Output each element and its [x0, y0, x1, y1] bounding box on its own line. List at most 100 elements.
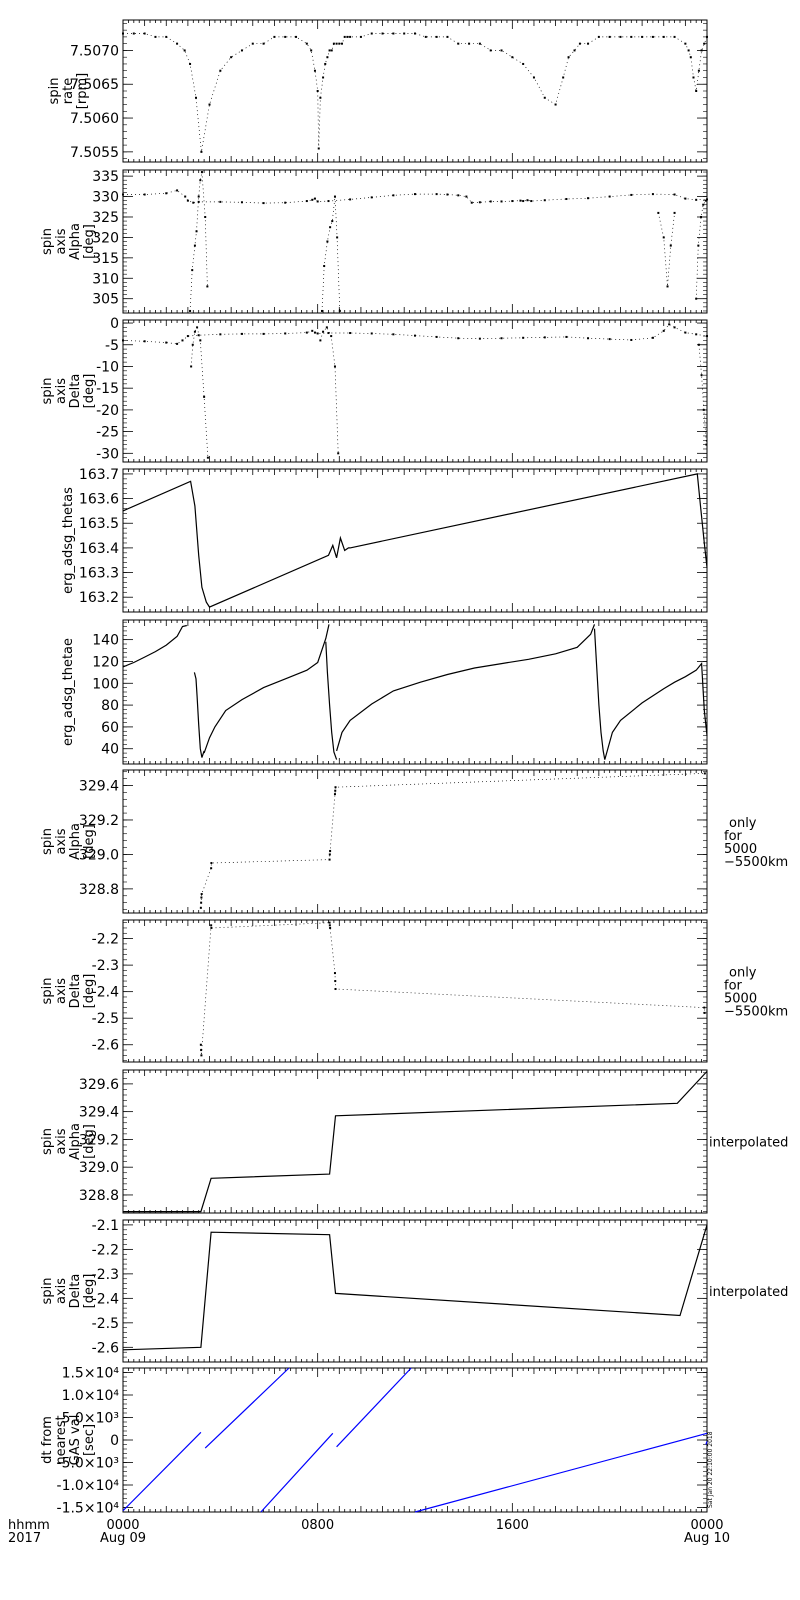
data-point — [346, 35, 349, 38]
x-tick-label: 0000 — [106, 1518, 139, 1533]
data-point — [200, 896, 203, 899]
data-point — [338, 42, 341, 45]
data-point — [704, 199, 707, 202]
data-point — [392, 32, 395, 35]
data-point — [197, 334, 200, 337]
data-point — [662, 329, 665, 332]
data-point — [332, 42, 335, 45]
data-point — [200, 1054, 203, 1057]
series-line — [122, 473, 708, 608]
series-line — [260, 1432, 334, 1513]
data-point — [311, 198, 314, 201]
data-point — [470, 201, 473, 204]
data-point — [435, 35, 438, 38]
y-axis-label: spinaxisDelta[deg] — [40, 1274, 97, 1309]
y-tick-label: 0 — [110, 316, 119, 332]
data-point — [567, 56, 570, 59]
series-trace — [200, 773, 705, 908]
data-point — [273, 35, 276, 38]
data-point — [446, 193, 449, 196]
data-point — [662, 236, 665, 239]
data-point — [630, 35, 633, 38]
data-point — [543, 336, 546, 339]
y-axis-label-line: [deg] — [82, 224, 97, 259]
series-trace — [320, 326, 339, 454]
data-point — [219, 69, 222, 72]
y-tick-label: -30 — [96, 446, 119, 462]
y-tick-label: 163.6 — [79, 492, 119, 508]
y-axis-label-line: spin — [40, 978, 55, 1005]
data-point — [500, 337, 503, 340]
y-tick-label: -2.3 — [92, 958, 119, 974]
data-point — [341, 42, 343, 45]
right-note-line: interpolated — [709, 1285, 788, 1300]
data-point — [651, 35, 654, 38]
right-note-line: only — [729, 816, 757, 831]
y-axis-label: erg_adsg_thetas — [61, 487, 76, 594]
data-point — [143, 193, 146, 196]
y-tick-label: -2.5 — [92, 1316, 119, 1332]
data-point — [330, 49, 333, 52]
series-trace — [123, 190, 708, 204]
data-point — [668, 323, 671, 326]
data-point — [414, 193, 416, 196]
data-point — [210, 924, 213, 927]
data-point — [165, 35, 168, 38]
data-point — [349, 332, 352, 335]
series-trace — [189, 171, 208, 312]
data-point — [703, 1006, 706, 1009]
y-tick-label: 100 — [92, 676, 119, 692]
y-tick-label: 40 — [101, 742, 119, 758]
series-line — [123, 1070, 708, 1213]
y-tick-label: 7.5065 — [70, 77, 119, 93]
y-axis-label-line: axis — [54, 1278, 69, 1304]
data-point — [489, 49, 492, 52]
data-point — [230, 56, 233, 59]
data-point — [684, 197, 687, 200]
data-point — [305, 42, 308, 45]
data-point — [706, 335, 708, 338]
y-tick-label: 329.2 — [79, 1132, 119, 1148]
data-point — [500, 49, 503, 52]
data-point — [206, 456, 209, 459]
y-tick-label: -2.5 — [92, 1011, 119, 1027]
panel-4: 163.2 163.3 163.4 163.5 163.6 163.7erg_adsg_t… — [61, 467, 708, 613]
panel-8: 328.8 329.0 329.2 329.4 329.6 spinaxisAlpha[d… — [40, 1069, 708, 1214]
data-point — [262, 42, 265, 45]
data-point — [697, 244, 700, 247]
y-tick-label: 7.5070 — [70, 43, 119, 59]
y-axis-label-line: Alpha — [68, 1123, 83, 1160]
data-point — [333, 365, 336, 368]
y-axis-label-line: Alpha — [68, 823, 83, 860]
data-point — [310, 49, 313, 52]
data-point — [200, 171, 203, 174]
data-point — [457, 194, 460, 197]
y-axis-label-line: erg_adsg_thetae — [61, 638, 76, 746]
y-tick-label: -20 — [96, 403, 119, 419]
y-tick-label: 163.2 — [79, 590, 119, 606]
data-point — [587, 42, 590, 45]
data-point — [414, 32, 416, 35]
data-point — [319, 96, 322, 99]
y-tick-label: 7.5060 — [70, 111, 119, 127]
x-tick-label: 0800 — [301, 1518, 334, 1533]
data-point — [199, 906, 202, 909]
y-tick-label: 329.4 — [79, 1105, 119, 1121]
data-point — [706, 198, 708, 201]
y-axis-label-line: nearest — [54, 1415, 69, 1464]
series-line — [204, 1367, 290, 1449]
series-line — [336, 1367, 412, 1448]
y-tick-label: 305 — [92, 292, 119, 308]
series-line — [122, 624, 187, 668]
data-point — [191, 343, 194, 346]
y-axis-label-line: Alpha — [68, 223, 83, 260]
data-point — [702, 408, 705, 411]
y-tick-label: -2.6 — [92, 1038, 119, 1054]
y-tick-label: 120 — [92, 654, 119, 670]
data-point — [200, 150, 203, 153]
series-line — [705, 1441, 708, 1445]
data-point — [329, 926, 332, 929]
data-point — [695, 90, 698, 92]
data-point — [532, 76, 535, 79]
data-point — [186, 335, 189, 338]
